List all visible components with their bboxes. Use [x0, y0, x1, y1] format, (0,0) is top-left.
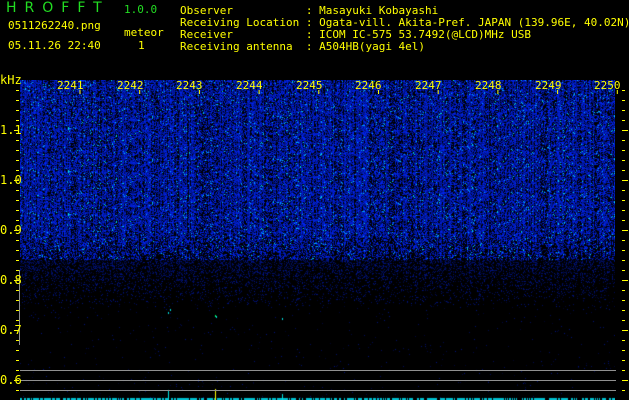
- info-receiver: Receiver : ICOM IC-575 53.7492(@LCD)MHz …: [180, 29, 531, 41]
- info-label: Receiving antenna: [180, 40, 306, 53]
- info-value: : Masayuki Kobayashi: [305, 4, 439, 17]
- spectrogram: [20, 80, 615, 400]
- y-tick-label: 0.9: [0, 223, 22, 237]
- file-name: 0511262240.png: [8, 19, 101, 32]
- y-tick-label: 1.0: [0, 173, 22, 187]
- x-tick-label: 2241: [57, 79, 84, 92]
- info-value: : Ogata-vill. Akita-Pref. JAPAN (139.96E…: [305, 16, 629, 29]
- x-tick-label: 2245: [296, 79, 323, 92]
- x-tick-label: 2244: [236, 79, 263, 92]
- info-location: Receiving Location : Ogata-vill. Akita-P…: [180, 17, 629, 29]
- x-tick-label: 2242: [117, 79, 144, 92]
- y-unit-label: kHz: [0, 73, 22, 87]
- datetime: 05.11.26 22:40: [8, 39, 101, 52]
- x-tick-label: 2250: [594, 79, 621, 92]
- x-tick-label: 2249: [535, 79, 562, 92]
- x-tick-label: 2243: [176, 79, 203, 92]
- x-tick-label: 2246: [355, 79, 382, 92]
- y-tick-label: 1.1: [0, 123, 22, 137]
- y-tick-label: 0.7: [0, 323, 22, 337]
- meteor-count: 1: [138, 39, 145, 52]
- info-label: Observer: [180, 4, 306, 17]
- info-value: : A504HB(yagi 4el): [305, 40, 426, 53]
- app-version: 1.0.0: [124, 3, 158, 16]
- x-tick-label: 2247: [415, 79, 442, 92]
- y-tick-label: 0.6: [0, 373, 22, 387]
- y-tick-label: 0.8: [0, 273, 22, 287]
- meteor-label: meteor: [124, 26, 164, 39]
- info-label: Receiver: [180, 28, 306, 41]
- info-antenna: Receiving antenna : A504HB(yagi 4el): [180, 41, 425, 53]
- app-title: HROFFT: [6, 0, 110, 16]
- x-tick-label: 2248: [475, 79, 502, 92]
- info-observer: Observer : Masayuki Kobayashi: [180, 5, 438, 17]
- info-label: Receiving Location: [180, 16, 306, 29]
- info-value: : ICOM IC-575 53.7492(@LCD)MHz USB: [305, 28, 532, 41]
